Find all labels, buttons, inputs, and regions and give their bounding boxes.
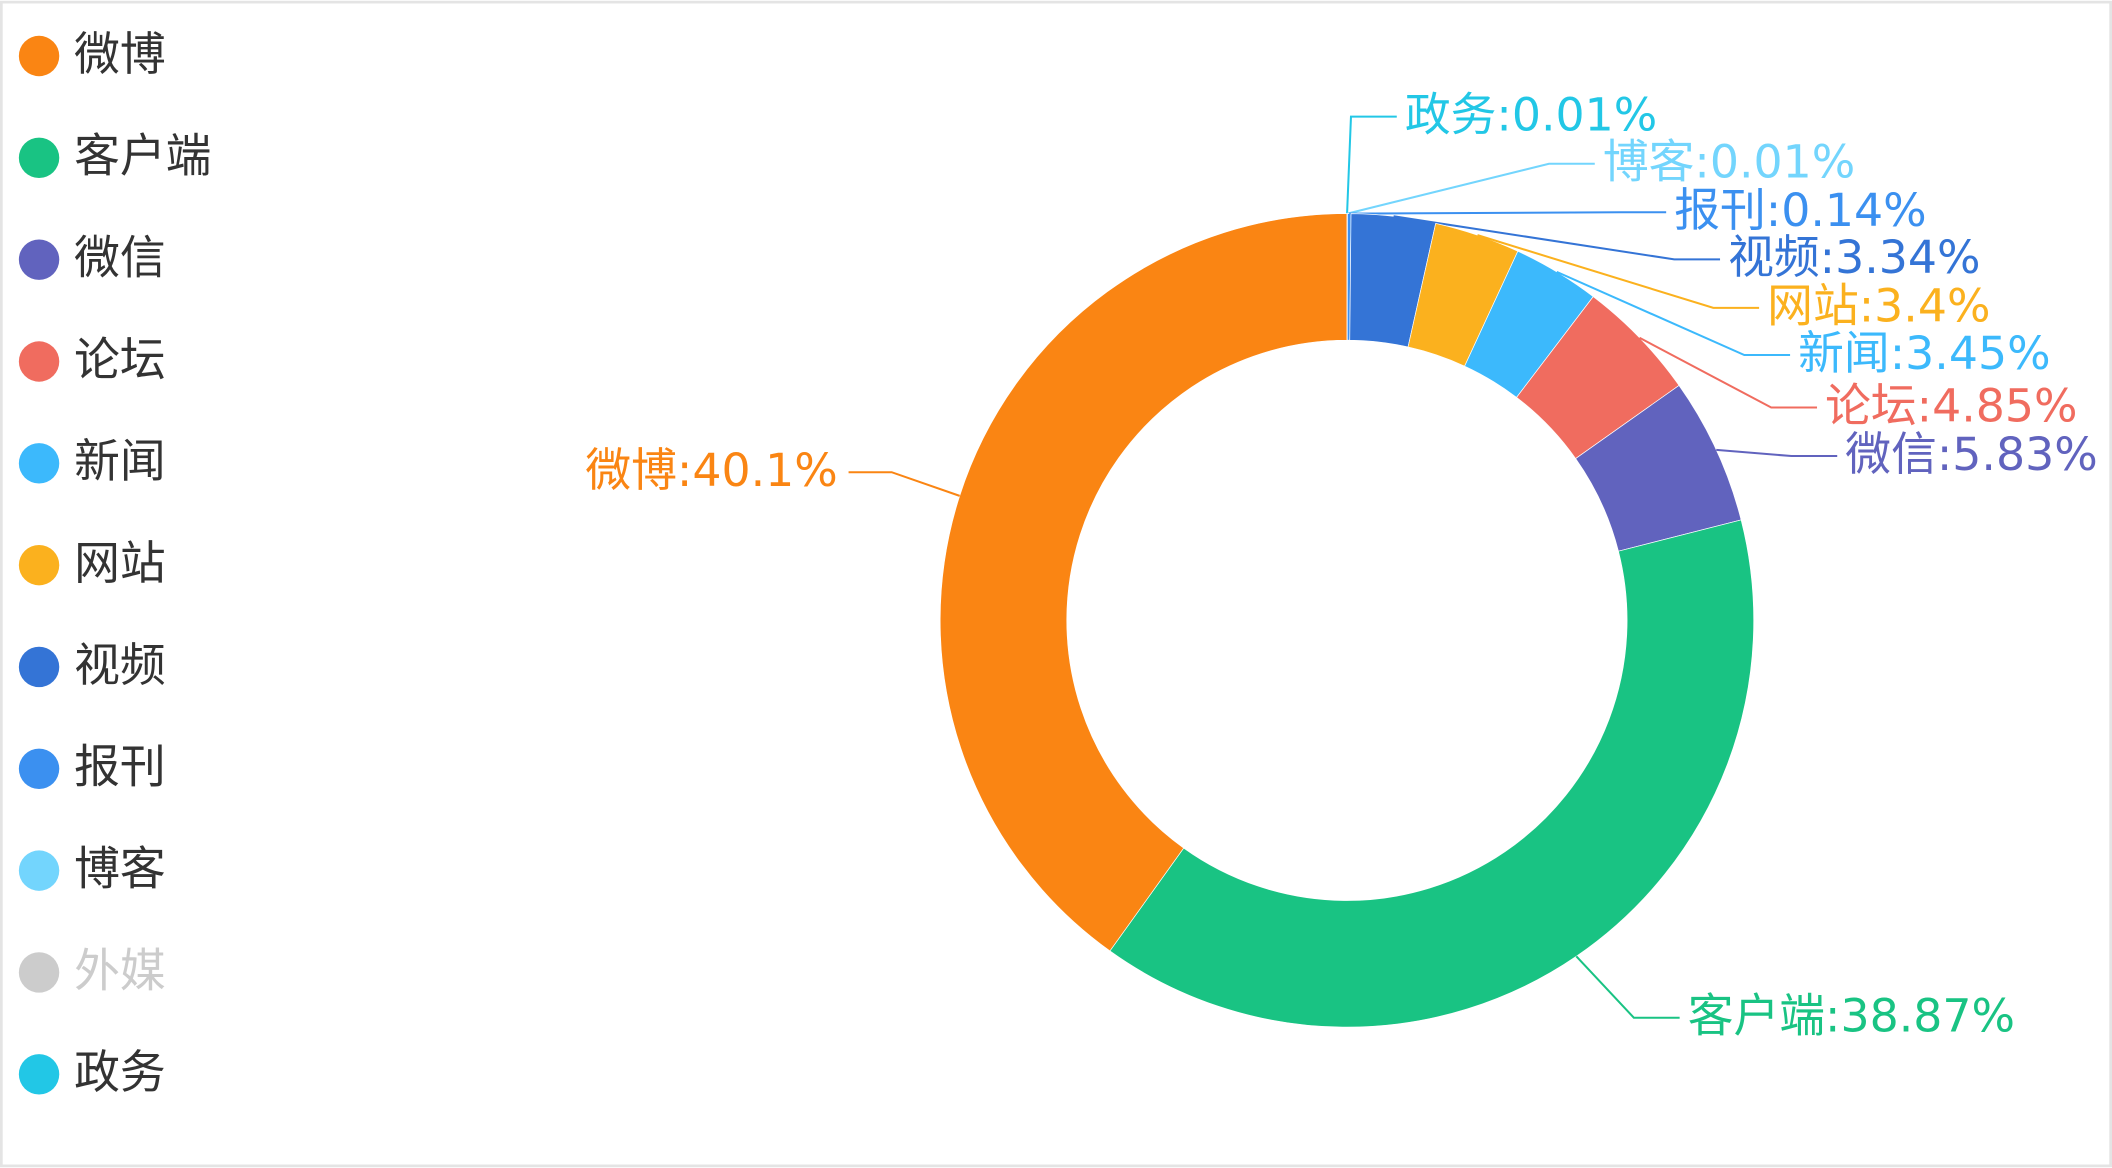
legend-item[interactable]: 新闻 xyxy=(18,434,166,488)
legend-swatch xyxy=(18,544,60,586)
data-label: 客户端:38.87% xyxy=(1688,989,2015,1043)
data-label: 视频:3.34% xyxy=(1728,230,1980,284)
legend-swatch xyxy=(18,646,60,688)
legend-label: 新闻 xyxy=(74,434,166,488)
legend-swatch xyxy=(18,137,60,179)
leader-line xyxy=(1556,270,1791,357)
legend-swatch xyxy=(18,35,60,77)
legend-item[interactable]: 客户端 xyxy=(18,129,212,183)
data-label: 新闻:3.45% xyxy=(1798,326,2050,380)
leader-line xyxy=(1477,234,1760,309)
data-label: 微信:5.83% xyxy=(1845,427,2097,481)
leader-line xyxy=(1393,215,1721,261)
leader-line xyxy=(1575,955,1680,1019)
legend-item[interactable]: 论坛 xyxy=(18,332,166,386)
legend-label: 政务 xyxy=(74,1045,166,1099)
legend-label: 外媒 xyxy=(74,943,166,997)
legend-label: 视频 xyxy=(74,638,166,692)
legend-label: 论坛 xyxy=(74,332,166,386)
legend-item[interactable]: 博客 xyxy=(18,841,166,895)
legend-swatch xyxy=(18,748,60,790)
legend-item[interactable]: 微博 xyxy=(18,27,166,81)
data-label: 博客:0.01% xyxy=(1603,135,1855,189)
data-label: 论坛:4.85% xyxy=(1825,378,2077,432)
legend-swatch xyxy=(18,341,60,382)
legend-item[interactable]: 报刊 xyxy=(18,740,166,794)
legend-swatch xyxy=(18,1054,60,1095)
legend-item[interactable]: 网站 xyxy=(18,536,166,590)
legend-swatch xyxy=(18,443,60,484)
leader-line xyxy=(848,471,961,497)
leader-line xyxy=(1716,448,1838,458)
legend-item[interactable]: 外媒 xyxy=(18,943,166,997)
legend-label: 博客 xyxy=(74,841,166,895)
leader-line xyxy=(1347,162,1595,215)
data-label: 网站:3.4% xyxy=(1767,279,1990,333)
leader-line xyxy=(1346,115,1397,214)
leader-line xyxy=(1639,336,1818,409)
legend-item[interactable]: 视频 xyxy=(18,638,166,692)
legend-label: 微信 xyxy=(74,231,166,285)
legend-swatch xyxy=(18,239,60,280)
legend-item[interactable]: 微信 xyxy=(18,231,166,285)
legend-swatch xyxy=(18,850,60,891)
legend-label: 客户端 xyxy=(74,129,211,183)
data-label: 报刊:0.14% xyxy=(1674,183,1926,237)
donut-slice xyxy=(1109,519,1755,1028)
donut: 政务:0.01%博客:0.01%报刊:0.14%视频:3.34%网站:3.4%新… xyxy=(585,87,2097,1042)
legend-item[interactable]: 政务 xyxy=(18,1045,166,1099)
data-label: 微博:40.1% xyxy=(585,443,837,497)
donut-slice xyxy=(939,213,1348,952)
legend-label: 微博 xyxy=(74,27,166,81)
leader-line xyxy=(1349,211,1667,215)
data-label: 政务:0.01% xyxy=(1405,87,1657,141)
legend-label: 网站 xyxy=(74,536,166,590)
legend-label: 报刊 xyxy=(74,740,166,794)
legend-swatch xyxy=(18,952,60,993)
